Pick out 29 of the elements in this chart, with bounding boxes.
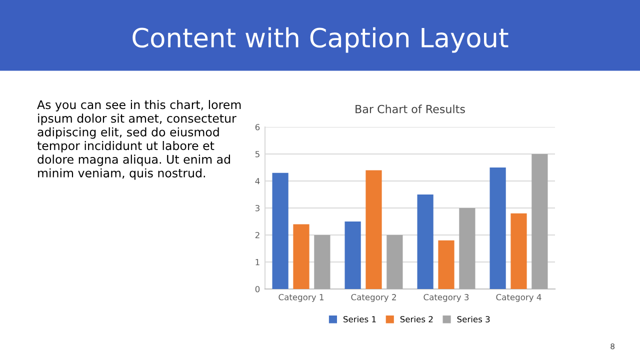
bar xyxy=(314,235,330,289)
y-tick-label: 1 xyxy=(256,259,260,266)
x-tick-label: Category 3 xyxy=(424,294,469,302)
chart-title: Bar Chart of Results xyxy=(356,104,465,114)
bar xyxy=(417,194,434,289)
text: As you can see in this chart, lorem ipsum dolor sit amet, consectetur adipiscing elit, sed do eiusmod tempor incididunt ut labore et dolore magna aliqua. Ut enim ad minim veniam, quis nostrud. xyxy=(37,100,241,180)
bar xyxy=(344,222,361,289)
x-tick-label: Category 4 xyxy=(496,294,542,302)
bar xyxy=(293,224,310,289)
legend-label: Series 2 xyxy=(400,316,433,322)
bar xyxy=(272,172,288,289)
bar xyxy=(438,240,454,289)
y-tick-label: 4 xyxy=(255,178,260,184)
y-tick-label: 0 xyxy=(255,286,260,292)
legend-label: Series 3 xyxy=(457,316,490,322)
x-tick-label: Category 2 xyxy=(351,294,396,302)
bar xyxy=(459,208,476,289)
text: Content with Caption Layout xyxy=(132,27,508,53)
y-tick-label: 6 xyxy=(255,124,260,130)
bar xyxy=(366,170,382,289)
y-tick-label: 3 xyxy=(255,204,260,212)
y-tick-label: 5 xyxy=(255,151,260,158)
bar xyxy=(386,235,403,289)
bar xyxy=(510,213,527,289)
bar xyxy=(490,168,506,289)
y-tick-label: 2 xyxy=(255,232,260,238)
legend-label: Series 1 xyxy=(344,316,376,322)
bar xyxy=(532,154,548,289)
x-tick-label: Category 1 xyxy=(278,294,324,302)
